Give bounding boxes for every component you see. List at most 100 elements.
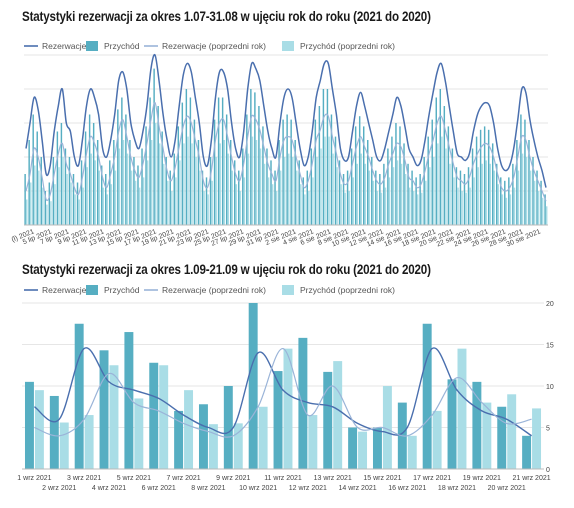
chart-1-bar-0-32 [153, 68, 155, 225]
chart-2-bar-0-10 [273, 371, 283, 469]
chart-1-bar-1-52 [235, 184, 238, 225]
chart-2-legend-swatch-3 [282, 285, 294, 295]
chart-2-x-tick-3: 4 wrz 2021 [92, 485, 126, 492]
chart-1-bar-0-7 [52, 157, 55, 225]
chart-1-bar-1-17 [94, 160, 96, 225]
chart-2-bar-1-1 [59, 422, 69, 469]
chart-1-bar-0-109 [463, 174, 466, 225]
chart-1-bar-1-110 [469, 187, 471, 225]
chart-2-y-tick-3: 15 [546, 343, 554, 350]
chart-1-bar-1-107 [457, 187, 459, 225]
chart-2-bar-1-6 [184, 390, 194, 469]
chart-1-bar-0-54 [242, 148, 244, 225]
chart-2-x-tick-0: 1 wrz 2021 [17, 475, 51, 482]
chart-2-bar-1-7 [208, 424, 218, 469]
chart-1-legend-label-2: Rezerwacje (poprzedni rok) [162, 41, 266, 51]
chart-1-bar-1-20 [106, 194, 109, 225]
chart-2-bar-0-19 [497, 406, 507, 469]
chart-1-bar-0-99 [423, 157, 425, 225]
chart-1-bar-1-115 [489, 163, 491, 225]
chart-1-legend-swatch-1 [86, 41, 98, 51]
chart-1-bar-1-9 [62, 157, 64, 225]
chart-1-bar-0-66 [290, 119, 292, 225]
chart-1-bar-1-38 [179, 160, 181, 225]
chart-2-legend-label-1: Przychód [104, 285, 140, 295]
chart-1-bar-1-96 [412, 191, 415, 225]
chart-1-bar-0-62 [274, 170, 276, 225]
chart-1-bar-0-34 [161, 131, 163, 225]
chart-2-bar-0-14 [372, 427, 382, 469]
chart-1-bar-1-94 [404, 174, 407, 225]
chart-1-bar-0-111 [471, 148, 474, 225]
chart-2-x-tick-7: 8 wrz 2021 [191, 485, 225, 492]
chart-1-bar-1-24 [122, 140, 125, 225]
chart-2-x-tick-16: 17 wrz 2021 [413, 475, 451, 482]
chart-1-bar-0-61 [270, 160, 272, 225]
chart-1-bar-1-106 [453, 177, 455, 225]
chart-1-bar-1-129 [545, 206, 548, 225]
chart-1-bar-1-61 [271, 184, 274, 225]
chart-1-bar-1-46 [211, 180, 213, 225]
chart-1-bar-0-10 [64, 148, 67, 225]
chart-1-bar-1-63 [279, 170, 282, 225]
chart-2-bar-1-16 [432, 410, 442, 469]
chart-2-x-tick-6: 7 wrz 2021 [166, 475, 200, 482]
chart-1-bar-0-76 [330, 114, 333, 225]
chart-2-bar-0-0 [24, 381, 34, 469]
chart-1-bar-0-63 [278, 140, 280, 225]
chart-1-bar-1-102 [437, 143, 439, 225]
chart-2-bar-1-5 [159, 365, 169, 469]
chart-1-bar-1-51 [231, 170, 234, 225]
chart-1-bar-1-27 [134, 180, 137, 225]
chart-1-bar-0-112 [475, 136, 478, 225]
chart-2-x-tick-15: 16 wrz 2021 [388, 485, 426, 492]
chart-1-bar-1-49 [223, 140, 225, 225]
chart-1-bar-0-78 [338, 160, 341, 225]
chart-1-bar-0-123 [520, 114, 522, 225]
chart-1-bar-0-116 [491, 143, 494, 225]
chart-1-bar-1-100 [429, 167, 431, 225]
chart-1-bar-1-23 [118, 148, 121, 225]
chart-1-bar-1-18 [98, 170, 101, 225]
chart-1-bar-0-26 [129, 140, 131, 225]
chart-1-bar-1-79 [344, 192, 346, 225]
chart-1-bar-1-48 [219, 143, 221, 225]
chart-1-bar-0-45 [205, 177, 208, 225]
chart-1-bar-0-95 [407, 163, 409, 225]
chart-2-x-tick-17: 18 wrz 2021 [438, 485, 476, 492]
chart-1-bar-1-120 [509, 194, 512, 225]
chart-1-bar-0-122 [516, 140, 518, 225]
chart-1-bar-1-90 [388, 177, 391, 225]
chart-1-bar-1-66 [292, 157, 294, 225]
chart-1-bar-1-64 [283, 157, 286, 225]
chart-2-line-0 [34, 347, 532, 437]
chart-1-bar-1-97 [417, 194, 419, 225]
chart-1-bar-1-55 [247, 153, 250, 225]
chart-1-bar-1-109 [465, 192, 467, 225]
chart-2-x-tick-13: 14 wrz 2021 [339, 485, 377, 492]
chart-1-bar-1-14 [82, 187, 84, 225]
chart-1-bar-0-58 [258, 106, 260, 225]
chart-1-bar-1-22 [114, 170, 117, 225]
chart-1-bar-0-24 [121, 97, 123, 225]
chart-1-bar-1-15 [86, 167, 88, 225]
chart-1-bar-0-20 [105, 174, 107, 225]
chart-2-x-tick-9: 10 wrz 2021 [239, 485, 277, 492]
chart-2-bar-1-19 [507, 394, 517, 469]
chart-1-bar-0-96 [411, 170, 413, 225]
chart-1-bar-0-108 [459, 170, 462, 225]
chart-1-bar-1-3 [38, 170, 40, 225]
chart-1-bar-0-105 [447, 126, 450, 225]
chart-2-bar-0-5 [149, 362, 159, 469]
chart-1-bar-0-41 [189, 97, 192, 225]
chart-1-bar-0-9 [60, 123, 63, 225]
chart-1-bar-0-115 [487, 129, 490, 225]
chart-2-bar-0-9 [248, 303, 258, 469]
chart-1-bar-0-79 [342, 174, 345, 225]
chart-1-bar-1-121 [513, 187, 516, 225]
chart-1-bar-1-6 [50, 201, 52, 225]
chart-1-bar-1-119 [505, 197, 508, 225]
chart-1-bar-1-28 [138, 187, 141, 225]
chart-1-bar-1-44 [203, 191, 205, 225]
chart-2-bar-0-20 [522, 435, 532, 469]
